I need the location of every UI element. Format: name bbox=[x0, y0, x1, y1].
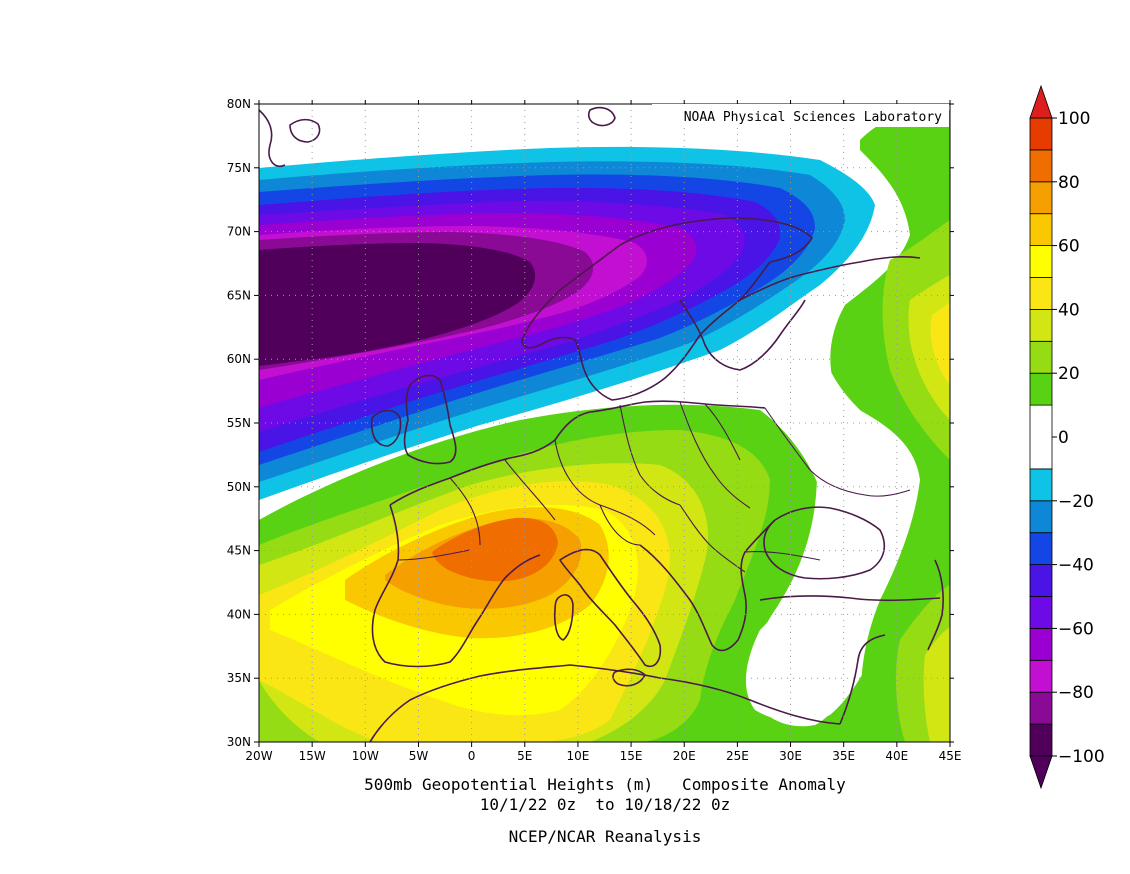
lon-tick-label: 35E bbox=[832, 749, 855, 763]
coast-black-sea bbox=[763, 506, 886, 580]
colorbar-segment-16 bbox=[1029, 181, 1053, 215]
lat-tick-label: 50N bbox=[227, 480, 251, 494]
lon-tick-label: 5E bbox=[517, 749, 532, 763]
coast-levant bbox=[839, 634, 886, 725]
lon-tick-label: 45E bbox=[939, 749, 962, 763]
coast-balkans bbox=[639, 519, 776, 652]
colorbar-label: −40 bbox=[1058, 556, 1094, 576]
lat-axis: 30N 35N 40N 45N 50N 55N 60N 65N 70N 75N 80N bbox=[227, 97, 954, 749]
lon-axis: 20W 15W 10W 5W 0 5E 10E 15E 20E 25E 30E 35E 40E 45E bbox=[245, 100, 961, 763]
colorbar-label: 0 bbox=[1058, 428, 1069, 448]
coast-sicily bbox=[612, 668, 646, 687]
colorbar-segment-6 bbox=[1029, 532, 1053, 566]
caption: 500mb Geopotential Heights (m) Composite… bbox=[364, 775, 846, 846]
coast-north-africa bbox=[369, 664, 841, 742]
lat-tick-label: 40N bbox=[227, 607, 251, 621]
lon-tick-label: 20E bbox=[673, 749, 696, 763]
lon-tick-label: 30E bbox=[779, 749, 802, 763]
borders bbox=[397, 401, 911, 573]
lat-tick-label: 80N bbox=[227, 97, 251, 111]
credit-box: NOAA Physical Sciences Laboratory bbox=[652, 104, 949, 127]
graticule bbox=[259, 104, 950, 742]
lon-tick-label: 20W bbox=[245, 749, 272, 763]
colorbar-segment-4 bbox=[1029, 596, 1053, 629]
coast-finland bbox=[739, 255, 921, 301]
coast-svalbard bbox=[587, 106, 616, 127]
colorbar-over-triangle bbox=[1029, 84, 1053, 119]
colorbar-label: 60 bbox=[1058, 237, 1080, 257]
lat-tick-label: 70N bbox=[227, 225, 251, 239]
colorbar-segment-14 bbox=[1029, 245, 1053, 278]
lat-tick-label: 75N bbox=[227, 161, 251, 175]
colorbar-label: 100 bbox=[1058, 109, 1090, 129]
coast-caspian bbox=[927, 559, 944, 651]
coast-britain bbox=[403, 374, 457, 465]
colorbar-label: 20 bbox=[1058, 364, 1080, 384]
lat-tick-label: 30N bbox=[227, 735, 251, 749]
colorbar-segment-12 bbox=[1029, 308, 1053, 342]
caption-title: 500mb Geopotential Heights (m) Composite… bbox=[364, 775, 846, 794]
contour-east-pos-40 bbox=[930, 302, 950, 385]
colorbar-segment-18 bbox=[1029, 117, 1053, 151]
coast-turkey bbox=[759, 595, 941, 602]
colorbar-segment-7 bbox=[1029, 500, 1053, 534]
coast-greenland bbox=[259, 109, 286, 167]
caption-date-range: 10/1/22 0z to 10/18/22 0z bbox=[480, 795, 730, 814]
lat-tick-label: 55N bbox=[227, 416, 251, 430]
lon-tick-label: 15E bbox=[620, 749, 643, 763]
caption-source: NCEP/NCAR Reanalysis bbox=[509, 827, 702, 846]
coastlines bbox=[259, 106, 944, 742]
lon-tick-label: 5W bbox=[409, 749, 429, 763]
anomaly-fill-layer bbox=[259, 104, 950, 742]
coast-gulf-bothnia bbox=[679, 299, 806, 371]
contour-pos-80 bbox=[432, 517, 558, 582]
colorbar-label: −60 bbox=[1058, 619, 1094, 639]
contour-east-south-30 bbox=[923, 627, 950, 742]
colorbar-segment-10 bbox=[1029, 372, 1053, 406]
contour-east-white bbox=[751, 370, 905, 727]
colorbar-segment-2 bbox=[1029, 659, 1053, 693]
credit-background bbox=[652, 104, 949, 127]
colorbar-segment-13 bbox=[1029, 277, 1053, 310]
coast-italy bbox=[558, 548, 662, 667]
lon-tick-label: 25E bbox=[726, 749, 749, 763]
colorbar-segment-9 bbox=[1029, 404, 1053, 470]
colorbar-segment-1 bbox=[1029, 691, 1053, 725]
colorbar-label: −100 bbox=[1058, 747, 1105, 767]
colorbar-segment-15 bbox=[1029, 213, 1053, 246]
coast-sardinia bbox=[553, 594, 574, 641]
colorbar-label: −20 bbox=[1058, 492, 1094, 512]
lat-tick-label: 60N bbox=[227, 352, 251, 366]
colorbar-segment-5 bbox=[1029, 564, 1053, 597]
coast-ireland bbox=[370, 409, 402, 447]
colorbar: 100 80 60 40 20 0 −20 −40 −60 −80 −100 bbox=[1029, 84, 1105, 790]
lat-tick-label: 35N bbox=[227, 671, 251, 685]
lon-tick-label: 40E bbox=[885, 749, 908, 763]
lon-tick-label: 10W bbox=[352, 749, 379, 763]
colorbar-label: 40 bbox=[1058, 300, 1080, 320]
colorbar-segment-11 bbox=[1029, 340, 1053, 374]
coast-iceland bbox=[289, 118, 321, 143]
coast-scandinavia bbox=[521, 217, 813, 401]
lon-tick-label: 10E bbox=[566, 749, 589, 763]
colorbar-segment-8 bbox=[1029, 468, 1053, 502]
lon-tick-label: 15W bbox=[299, 749, 326, 763]
colorbar-under-triangle bbox=[1029, 755, 1053, 790]
lat-tick-label: 45N bbox=[227, 544, 251, 558]
credit-text: NOAA Physical Sciences Laboratory bbox=[684, 110, 942, 125]
colorbar-segment-3 bbox=[1029, 628, 1053, 661]
lat-tick-label: 65N bbox=[227, 288, 251, 302]
colorbar-label: 80 bbox=[1058, 173, 1080, 193]
lon-tick-label: 0 bbox=[468, 749, 476, 763]
colorbar-segment-17 bbox=[1029, 149, 1053, 183]
colorbar-label: −80 bbox=[1058, 683, 1094, 703]
colorbar-segment-0 bbox=[1029, 723, 1053, 757]
coast-iberia bbox=[371, 504, 541, 668]
contour-neg-90 bbox=[259, 243, 536, 366]
